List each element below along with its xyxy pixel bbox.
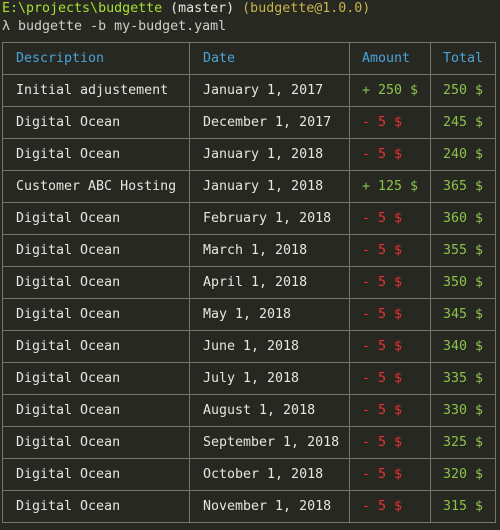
cell-description: Digital Ocean (2, 458, 190, 491)
cell-description: Initial adjustement (2, 74, 190, 107)
table-body: Initial adjustement January 1, 2017 + 250 … (2, 74, 496, 523)
cell-amount: - 5 $ (349, 330, 431, 363)
table-row: Digital Ocean October 1, 2018- 5 $320 $ (2, 458, 496, 491)
cell-description: Digital Ocean (2, 394, 190, 427)
cell-total: 245 $ (430, 106, 496, 139)
cell-description: Digital Ocean (2, 426, 190, 459)
table-row: Digital Ocean August 1, 2018- 5 $330 $ (2, 394, 496, 427)
cell-description: Digital Ocean (2, 490, 190, 523)
table-row: Initial adjustement January 1, 2017 + 250 … (2, 74, 496, 107)
header-total: Total (430, 42, 496, 75)
budget-table: Description Date Amount Total Initial ad… (2, 42, 496, 523)
cell-date: September 1, 2018 (189, 426, 350, 459)
cell-total: 345 $ (430, 298, 496, 331)
cell-total: 315 $ (430, 490, 496, 523)
table-row: Digital Ocean April 1, 2018- 5 $350 $ (2, 266, 496, 299)
cell-amount: - 5 $ (349, 362, 431, 395)
table-row: Digital Ocean May 1, 2018- 5 $345 $ (2, 298, 496, 331)
cell-amount: - 5 $ (349, 458, 431, 491)
table-row: Digital Ocean November 1, 2018- 5 $315 $ (2, 490, 496, 523)
cell-amount: - 5 $ (349, 490, 431, 523)
header-description: Description (2, 42, 190, 75)
header-amount: Amount (349, 42, 431, 75)
command-text: budgette -b my-budget.yaml (10, 19, 227, 34)
table-row: Digital Ocean March 1, 2018- 5 $355 $ (2, 234, 496, 267)
cell-total: 355 $ (430, 234, 496, 267)
cell-date: October 1, 2018 (189, 458, 350, 491)
cell-description: Digital Ocean (2, 106, 190, 139)
cell-description: Digital Ocean (2, 202, 190, 235)
cell-amount: + 250 $ (349, 74, 431, 107)
table-row: Customer ABC Hosting January 1, 2018 + 125… (2, 170, 496, 203)
table-row: Digital Ocean February 1, 2018- 5 $360 $ (2, 202, 496, 235)
current-path: E:\projects\budgette (2, 1, 163, 16)
cell-amount: - 5 $ (349, 266, 431, 299)
cell-description: Digital Ocean (2, 266, 190, 299)
cell-description: Digital Ocean (2, 362, 190, 395)
package-version: (budgette@1.0.0) (234, 1, 371, 16)
cell-amount: - 5 $ (349, 394, 431, 427)
prompt-header-line: E:\projects\budgette (master) (budgette@… (2, 0, 500, 18)
cell-total: 250 $ (430, 74, 496, 107)
cell-total: 365 $ (430, 170, 496, 203)
git-branch: (master) (162, 1, 235, 16)
cell-total: 360 $ (430, 202, 496, 235)
table-row: Digital Ocean July 1, 2018- 5 $335 $ (2, 362, 496, 395)
command-line[interactable]: λ budgette -b my-budget.yaml (2, 18, 500, 36)
cell-description: Digital Ocean (2, 298, 190, 331)
cell-amount: - 5 $ (349, 138, 431, 171)
cell-total: 325 $ (430, 426, 496, 459)
cell-total: 340 $ (430, 330, 496, 363)
cell-amount: - 5 $ (349, 234, 431, 267)
cell-amount: - 5 $ (349, 202, 431, 235)
cell-amount: - 5 $ (349, 426, 431, 459)
cell-date: August 1, 2018 (189, 394, 350, 427)
cell-description: Digital Ocean (2, 138, 190, 171)
cell-description: Digital Ocean (2, 234, 190, 267)
cell-date: July 1, 2018 (189, 362, 350, 395)
cell-date: November 1, 2018 (189, 490, 350, 523)
cell-total: 240 $ (430, 138, 496, 171)
cell-date: January 1, 2018 (189, 138, 350, 171)
cell-date: January 1, 2018 (189, 170, 350, 203)
cell-amount: - 5 $ (349, 298, 431, 331)
cell-amount: - 5 $ (349, 106, 431, 139)
table-row: Digital Ocean December 1, 2017- 5 $245 $ (2, 106, 496, 139)
cell-date: December 1, 2017 (189, 106, 350, 139)
prompt-symbol: λ (2, 19, 11, 34)
cell-date: March 1, 2018 (189, 234, 350, 267)
cell-amount: + 125 $ (349, 170, 431, 203)
header-date: Date (189, 42, 350, 75)
cell-total: 350 $ (430, 266, 496, 299)
table-row: Digital Ocean June 1, 2018- 5 $340 $ (2, 330, 496, 363)
cell-total: 320 $ (430, 458, 496, 491)
table-row: Digital Ocean September 1, 2018- 5 $325 $ (2, 426, 496, 459)
cell-date: April 1, 2018 (189, 266, 350, 299)
cell-total: 335 $ (430, 362, 496, 395)
table-header-row: Description Date Amount Total (2, 42, 496, 75)
cell-date: January 1, 2017 (189, 74, 350, 107)
cell-date: June 1, 2018 (189, 330, 350, 363)
table-row: Digital Ocean January 1, 2018- 5 $240 $ (2, 138, 496, 171)
cell-date: February 1, 2018 (189, 202, 350, 235)
cell-description: Customer ABC Hosting (2, 170, 190, 203)
cell-description: Digital Ocean (2, 330, 190, 363)
cell-total: 330 $ (430, 394, 496, 427)
cell-date: May 1, 2018 (189, 298, 350, 331)
